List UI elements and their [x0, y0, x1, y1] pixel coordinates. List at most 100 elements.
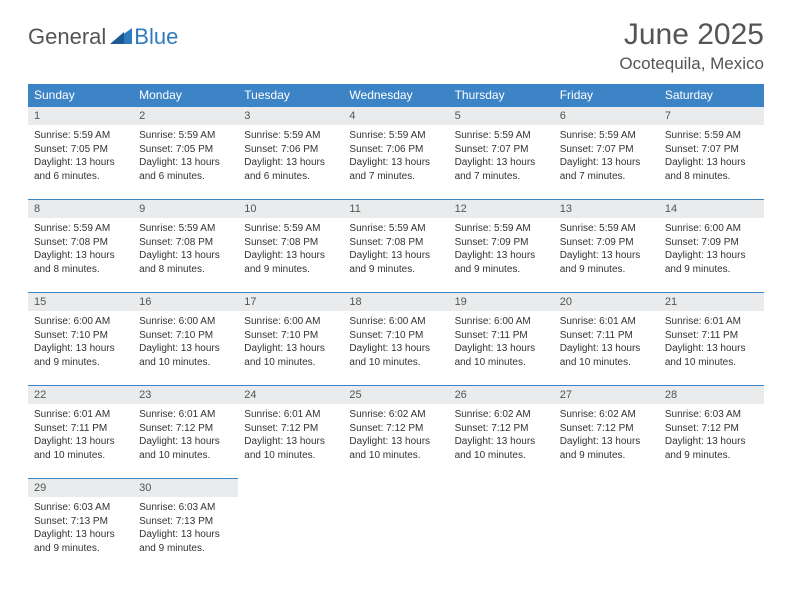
day-cell: 8Sunrise: 5:59 AMSunset: 7:08 PMDaylight…	[28, 199, 133, 286]
day-cell: 1Sunrise: 5:59 AMSunset: 7:05 PMDaylight…	[28, 106, 133, 193]
weekday-monday: Monday	[133, 84, 238, 106]
day-details: Sunrise: 6:00 AMSunset: 7:09 PMDaylight:…	[659, 218, 764, 286]
day-details: Sunrise: 6:00 AMSunset: 7:10 PMDaylight:…	[343, 311, 448, 379]
sunset-text: Sunset: 7:07 PM	[560, 144, 634, 155]
logo-triangle-icon	[110, 26, 132, 49]
daylight-text-2: and 9 minutes.	[34, 357, 100, 368]
day-number: 19	[449, 293, 554, 311]
daylight-text-2: and 10 minutes.	[139, 357, 210, 368]
header: General Blue June 2025 Ocotequila, Mexic…	[28, 18, 764, 74]
daylight-text-1: Daylight: 13 hours	[139, 529, 220, 540]
day-cell: 18Sunrise: 6:00 AMSunset: 7:10 PMDayligh…	[343, 292, 448, 379]
daylight-text-1: Daylight: 13 hours	[455, 157, 536, 168]
calendar-body: 1 Sunrise: 5:59 AM Sunset: 7:05 PM Daylight…	[28, 106, 764, 565]
day-details: Sunrise: 5:59 AMSunset: 7:08 PMDaylight:…	[28, 218, 133, 286]
sunrise-text: Sunrise: 6:02 AM	[455, 409, 531, 420]
day-details: Sunrise: 6:00 AMSunset: 7:10 PMDaylight:…	[133, 311, 238, 379]
daylight-text-2: and 6 minutes.	[139, 171, 205, 182]
sunset-text: Sunset: 7:05 PM	[139, 144, 213, 155]
day-details: Sunrise: 6:01 AMSunset: 7:11 PMDaylight:…	[554, 311, 659, 379]
weekday-wednesday: Wednesday	[343, 84, 448, 106]
day-number: 18	[343, 293, 448, 311]
day-cell: 6Sunrise: 5:59 AMSunset: 7:07 PMDaylight…	[554, 106, 659, 193]
weekday-header-row: Sunday Monday Tuesday Wednesday Thursday…	[28, 84, 764, 106]
sunrise-text: Sunrise: 6:02 AM	[349, 409, 425, 420]
sunrise-text: Sunrise: 5:59 AM	[560, 223, 636, 234]
sunrise-text: Sunrise: 6:02 AM	[560, 409, 636, 420]
day-number: 6	[554, 107, 659, 125]
daylight-text-2: and 9 minutes.	[244, 264, 310, 275]
daylight-text-2: and 9 minutes.	[349, 264, 415, 275]
sunset-text: Sunset: 7:11 PM	[455, 330, 528, 341]
day-cell: 5Sunrise: 5:59 AMSunset: 7:07 PMDaylight…	[449, 106, 554, 193]
day-number: 29	[28, 479, 133, 497]
sunrise-text: Sunrise: 5:59 AM	[244, 223, 320, 234]
sunset-text: Sunset: 7:07 PM	[665, 144, 739, 155]
day-cell: 3Sunrise: 5:59 AMSunset: 7:06 PMDaylight…	[238, 106, 343, 193]
day-cell: 22Sunrise: 6:01 AMSunset: 7:11 PMDayligh…	[28, 385, 133, 472]
day-details: Sunrise: 6:03 AMSunset: 7:13 PMDaylight:…	[133, 497, 238, 565]
sunrise-text: Sunrise: 5:59 AM	[139, 130, 215, 141]
day-cell	[343, 478, 448, 565]
day-number: 1	[28, 107, 133, 125]
day-number: 21	[659, 293, 764, 311]
day-details: Sunrise: 6:02 AM Sunset: 7:12 PM Daylight:…	[343, 404, 448, 472]
sunrise-text: Sunrise: 6:00 AM	[455, 316, 531, 327]
day-details: Sunrise: 5:59 AM Sunset: 7:05 PM Daylight:…	[133, 125, 238, 193]
day-number: 28	[659, 386, 764, 404]
day-number: 15	[28, 293, 133, 311]
day-number: 26	[449, 386, 554, 404]
daylight-text-1: Daylight: 13 hours	[560, 250, 641, 261]
sunrise-text: Sunrise: 5:59 AM	[349, 130, 425, 141]
day-number: 23	[133, 386, 238, 404]
day-details: Sunrise: 5:59 AMSunset: 7:07 PMDaylight:…	[554, 125, 659, 193]
day-cell	[238, 478, 343, 565]
week-row: 8Sunrise: 5:59 AMSunset: 7:08 PMDaylight…	[28, 199, 764, 286]
sunset-text: Sunset: 7:10 PM	[244, 330, 318, 341]
day-details: Sunrise: 5:59 AMSunset: 7:07 PMDaylight:…	[449, 125, 554, 193]
daylight-text-2: and 10 minutes.	[244, 450, 315, 461]
sunset-text: Sunset: 7:09 PM	[455, 237, 529, 248]
daylight-text-2: and 9 minutes.	[560, 450, 626, 461]
daylight-text-1: Daylight: 13 hours	[455, 250, 536, 261]
daylight-text-1: Daylight: 13 hours	[139, 157, 220, 168]
daylight-text-1: Daylight: 13 hours	[349, 436, 430, 447]
daylight-text-1: Daylight: 13 hours	[139, 250, 220, 261]
day-number: 7	[659, 107, 764, 125]
day-details: Sunrise: 5:59 AMSunset: 7:08 PMDaylight:…	[133, 218, 238, 286]
day-cell	[659, 478, 764, 565]
daylight-text-1: Daylight: 13 hours	[349, 250, 430, 261]
day-cell: 24Sunrise: 6:01 AMSunset: 7:12 PMDayligh…	[238, 385, 343, 472]
day-number: 9	[133, 200, 238, 218]
sunrise-text: Sunrise: 6:01 AM	[560, 316, 636, 327]
day-number: 8	[28, 200, 133, 218]
day-number: 10	[238, 200, 343, 218]
day-cell: 16Sunrise: 6:00 AMSunset: 7:10 PMDayligh…	[133, 292, 238, 379]
sunrise-text: Sunrise: 5:59 AM	[349, 223, 425, 234]
sunset-text: Sunset: 7:10 PM	[349, 330, 423, 341]
day-cell: 10Sunrise: 5:59 AMSunset: 7:08 PMDayligh…	[238, 199, 343, 286]
calendar-table: Sunday Monday Tuesday Wednesday Thursday…	[28, 84, 764, 565]
sunset-text: Sunset: 7:08 PM	[34, 237, 108, 248]
sunset-text: Sunset: 7:12 PM	[560, 423, 634, 434]
sunset-text: Sunset: 7:11 PM	[665, 330, 738, 341]
sunrise-text: Sunrise: 5:59 AM	[244, 130, 320, 141]
day-cell: 25Sunrise: 6:02 AMSunset: 7:12 PMDayligh…	[343, 385, 448, 472]
daylight-text-2: and 10 minutes.	[349, 357, 420, 368]
day-details: Sunrise: 6:03 AMSunset: 7:13 PMDaylight:…	[28, 497, 133, 565]
daylight-text-1: Daylight: 13 hours	[244, 157, 325, 168]
day-details: Sunrise: 5:59 AMSunset: 7:05 PMDaylight:…	[28, 125, 133, 193]
daylight-text-2: and 8 minutes.	[34, 264, 100, 275]
sunrise-text: Sunrise: 6:01 AM	[665, 316, 741, 327]
sunset-text: Sunset: 7:06 PM	[244, 144, 318, 155]
sunrise-text: Sunrise: 6:01 AM	[244, 409, 320, 420]
sunset-text: Sunset: 7:05 PM	[34, 144, 108, 155]
day-cell: 14Sunrise: 6:00 AMSunset: 7:09 PMDayligh…	[659, 199, 764, 286]
day-cell: 7Sunrise: 5:59 AMSunset: 7:07 PMDaylight…	[659, 106, 764, 193]
day-number: 24	[238, 386, 343, 404]
sunset-text: Sunset: 7:12 PM	[349, 423, 423, 434]
weekday-thursday: Thursday	[449, 84, 554, 106]
daylight-text-2: and 8 minutes.	[139, 264, 205, 275]
day-details: Sunrise: 6:02 AMSunset: 7:12 PMDaylight:…	[554, 404, 659, 472]
day-number: 2	[133, 107, 238, 125]
